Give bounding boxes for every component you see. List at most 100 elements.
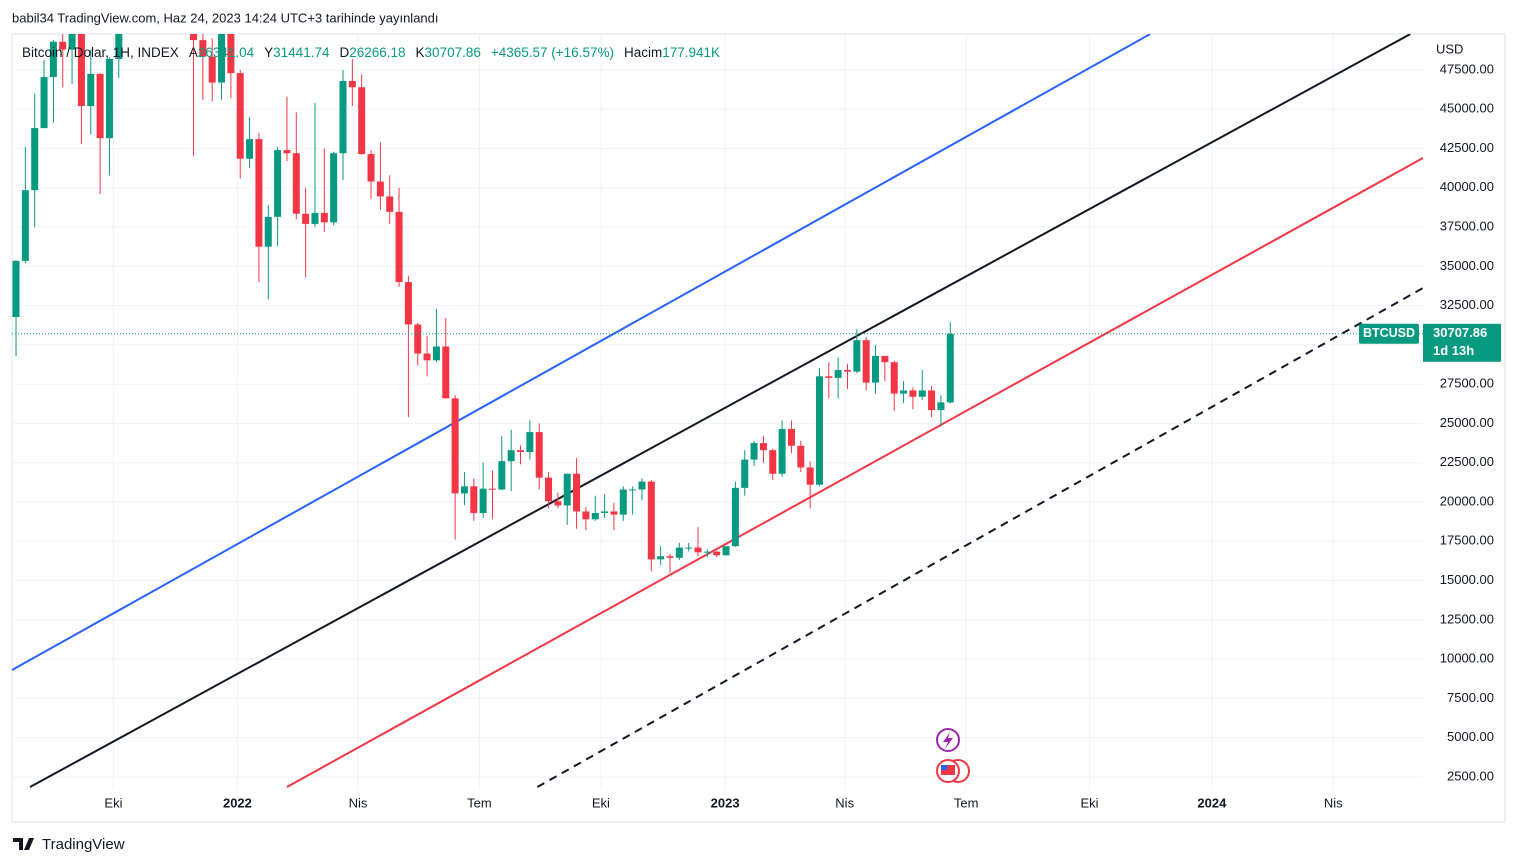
y-tick-label: 10000.00	[1440, 651, 1494, 666]
candle-body	[507, 450, 515, 462]
legend-value: 177.941K	[662, 45, 720, 60]
y-tick-label: 47500.00	[1440, 61, 1494, 76]
candle-body	[806, 467, 814, 485]
legend-label: Hacim	[624, 45, 662, 60]
candle-body	[937, 402, 945, 411]
candle-body	[40, 77, 48, 129]
candle-body	[890, 362, 898, 394]
x-tick-label: 2024	[1197, 795, 1227, 810]
candle-body	[358, 87, 366, 155]
candle-body	[694, 547, 702, 553]
y-tick-label: 20000.00	[1440, 493, 1494, 508]
countdown-tag: 1d 13h	[1433, 343, 1474, 358]
candle-body	[274, 150, 282, 217]
candle-body	[31, 128, 39, 191]
candle-body	[872, 355, 880, 383]
candle-body	[657, 556, 665, 560]
y-tick-label: 27500.00	[1440, 376, 1494, 391]
candle-body	[759, 443, 767, 451]
candle-body	[87, 73, 95, 107]
candle-body	[601, 511, 609, 514]
candle-body	[311, 212, 319, 224]
event-icons	[936, 728, 970, 783]
candle-body	[208, 56, 216, 83]
trend-line	[536, 287, 1423, 788]
candle-body	[255, 139, 263, 247]
legend-label: K	[416, 45, 425, 60]
candle-body	[666, 556, 674, 558]
x-tick-label: Eki	[1080, 795, 1098, 810]
candle-body	[77, 34, 85, 107]
candle-body	[619, 489, 627, 515]
candle-body	[246, 139, 254, 159]
candle-body	[638, 481, 646, 490]
candle-body	[302, 213, 310, 224]
candle-body	[423, 353, 431, 361]
candle-body	[404, 282, 412, 325]
candle-body	[815, 376, 823, 485]
candle-body	[769, 450, 777, 474]
y-tick-label: 40000.00	[1440, 179, 1494, 194]
candle-body	[946, 333, 954, 403]
candle-body	[460, 486, 468, 494]
trend-line	[12, 34, 1151, 671]
candle-body	[488, 488, 496, 490]
price-tag: 30707.86	[1433, 325, 1487, 340]
x-tick-label: Tem	[467, 795, 492, 810]
y-tick-label: 35000.00	[1440, 258, 1494, 273]
candle-body	[731, 487, 739, 547]
x-tick-label: 2023	[711, 795, 740, 810]
candle-body	[573, 473, 581, 512]
candle-body	[834, 370, 842, 378]
chart-frame	[11, 33, 1506, 823]
candle-body	[713, 551, 721, 556]
candle-body	[900, 390, 908, 394]
y-tick-label: 15000.00	[1440, 572, 1494, 587]
header: babil34 TradingView.com, Haz 24, 2023 14…	[12, 10, 439, 25]
y-tick-label: 32500.00	[1440, 297, 1494, 312]
legend-value: +4365.57 (+16.57%)	[491, 45, 614, 60]
candle-body	[825, 376, 833, 378]
candle-body	[96, 73, 104, 139]
candle-body	[853, 340, 861, 372]
x-tick-label: Eki	[104, 795, 122, 810]
candle-body	[49, 41, 57, 78]
plot	[12, 34, 1423, 788]
candle-body	[283, 150, 291, 154]
x-tick-label: Nis	[835, 795, 854, 810]
x-tick-label: Eki	[592, 795, 610, 810]
candle-body	[386, 196, 394, 212]
symbol-tag: BTCUSD	[1363, 326, 1415, 340]
candle-body	[629, 489, 637, 491]
x-tick-label: Tem	[954, 795, 979, 810]
footer-logo	[13, 838, 34, 850]
legend-value: 26266.18	[349, 45, 405, 60]
legend-symbol: Bitcoin / Dolar, 1H, INDEX	[22, 45, 179, 60]
y-tick-label: 5000.00	[1447, 729, 1494, 744]
candle-body	[442, 346, 450, 399]
candle-body	[881, 355, 889, 363]
candle-body	[68, 34, 76, 50]
candle-body	[703, 551, 711, 553]
candle-body	[685, 547, 693, 549]
candle-body	[843, 370, 852, 372]
y-tick-label: 7500.00	[1447, 690, 1494, 705]
candle-body	[376, 181, 384, 197]
y-tick-label: 22500.00	[1440, 454, 1494, 469]
x-tick-label: Nis	[1324, 795, 1343, 810]
y-tick-label: 2500.00	[1447, 768, 1494, 783]
candle-body	[320, 212, 328, 223]
y-tick-label: 42500.00	[1440, 140, 1494, 155]
candle-body	[750, 443, 758, 460]
candle-body	[535, 432, 543, 478]
grid	[12, 34, 1423, 790]
candle-body	[236, 73, 244, 159]
trend-line	[29, 34, 1411, 788]
candle-body	[199, 40, 207, 57]
candle-body	[367, 154, 375, 182]
candle-body	[105, 58, 113, 139]
candle-body	[722, 546, 730, 556]
legend-label: A	[189, 45, 198, 60]
candle-body	[787, 428, 795, 446]
legend: Bitcoin / Dolar, 1H, INDEX A26341.04 Y3144…	[22, 45, 720, 60]
